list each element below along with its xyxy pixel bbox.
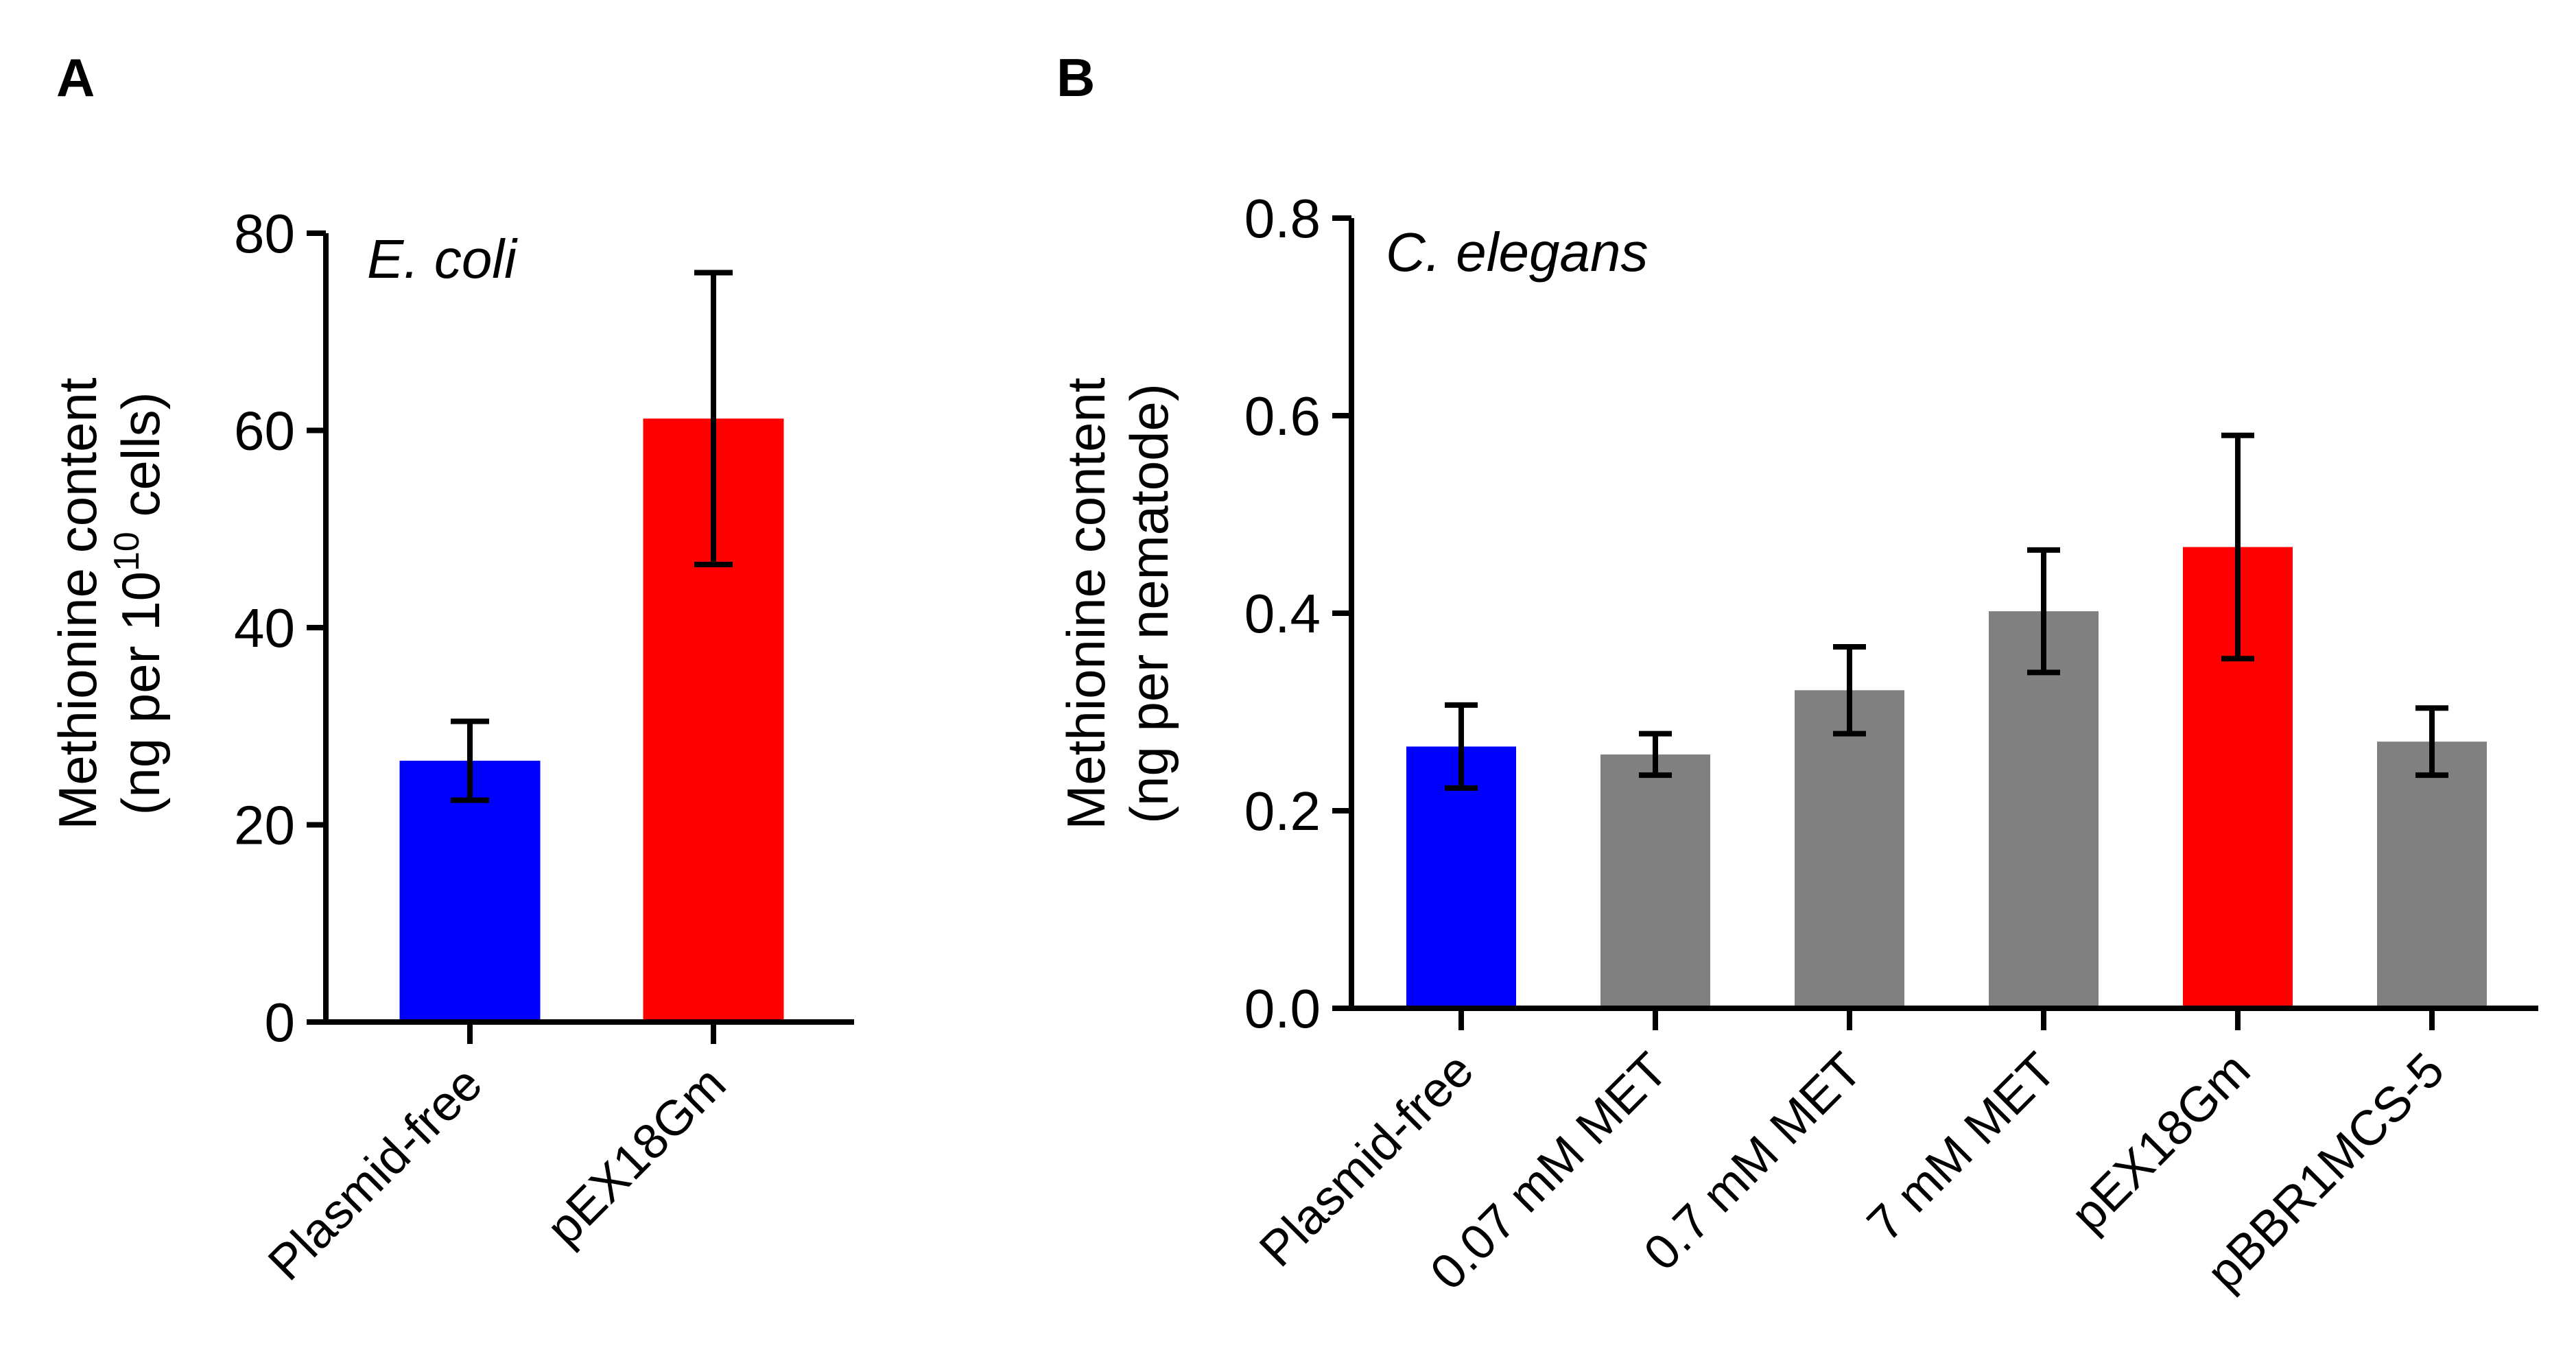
- panel-a-y-tick-label: 60: [234, 401, 295, 462]
- panel-a-category-label: pEX18Gm: [536, 1056, 736, 1256]
- panel-b-bar: [2377, 741, 2487, 1008]
- panel-b-y-tick-label: 0.2: [1244, 781, 1321, 842]
- panel-a-category-label: Plasmid-free: [258, 1056, 493, 1291]
- panel-b-error-bar: [2415, 705, 2448, 779]
- panel-a-y-axis-title: Methionine content (ng per 1010 cells): [47, 377, 171, 829]
- panel-a-error-bar: [694, 270, 733, 567]
- panel-b-error-bar: [1445, 702, 1478, 791]
- panel-a-chart: A E. coli Methionine content (ng per 101…: [47, 47, 854, 1291]
- panel-b-y-tick-label: 0.4: [1244, 583, 1321, 644]
- panel-a-y-tick-label: 0: [265, 992, 296, 1053]
- panel-b-error-bar: [2027, 547, 2060, 676]
- panel-b-y-tick-label: 0.6: [1244, 385, 1321, 447]
- panel-b-error-bar: [1639, 731, 1672, 779]
- panel-b-y-tick-label: 0.0: [1244, 978, 1321, 1039]
- panel-a-annotation: E. coli: [367, 228, 518, 289]
- panel-b-error-bar: [1833, 643, 1866, 737]
- panel-a-bar: [399, 761, 541, 1022]
- panel-a-y-axis-title-line2: (ng per 1010 cells): [107, 392, 171, 815]
- panel-a-label: A: [56, 47, 95, 108]
- panel-b-y-axis-title-line2: (ng per nematode): [1119, 383, 1179, 824]
- panel-b-category-label: 7 mM MET: [1857, 1043, 2066, 1252]
- panel-b-y-axis-title-line1: Methionine content: [1056, 377, 1116, 829]
- panel-a-y-tick-label: 20: [234, 795, 295, 856]
- panel-a-error-bar: [451, 718, 489, 803]
- panel-b-annotation: C. elegans: [1386, 222, 1648, 283]
- panel-b-category-label: pEX18Gm: [2061, 1043, 2260, 1242]
- panel-b-bar: [1795, 690, 1904, 1008]
- panel-b-y-axis-title: Methionine content (ng per nematode): [1056, 377, 1179, 829]
- panel-b-chart: B C. elegans Methionine content (ng per …: [1056, 47, 2538, 1300]
- panel-b-label: B: [1056, 47, 1095, 108]
- panel-b-bar: [1600, 754, 1710, 1008]
- panel-a-y-tick-label: 40: [234, 597, 295, 658]
- panel-a-y-axis-title-line1: Methionine content: [47, 377, 108, 829]
- panel-a-y-tick-label: 80: [234, 203, 295, 264]
- panel-b-bar: [1989, 611, 2099, 1008]
- panel-b-y-tick-label: 0.8: [1244, 188, 1321, 249]
- panel-b-error-bar: [2221, 432, 2254, 662]
